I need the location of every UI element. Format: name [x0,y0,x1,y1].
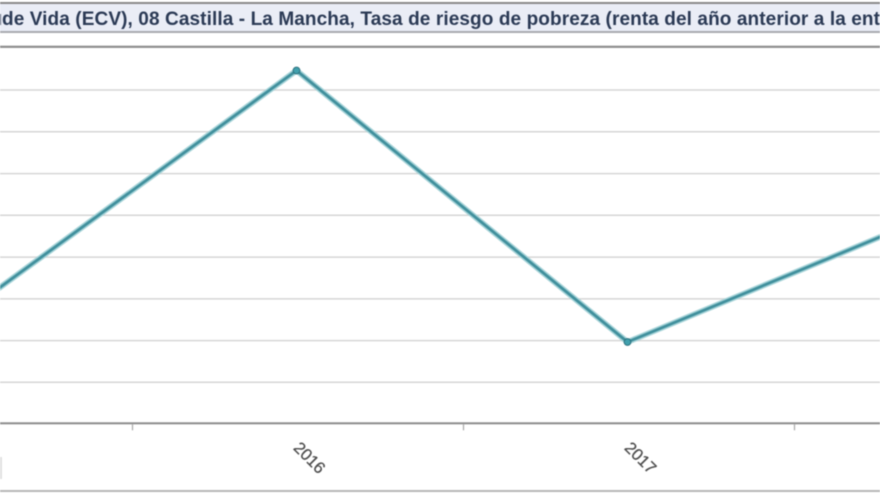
svg-text:2017: 2017 [621,439,660,478]
svg-text:2016: 2016 [290,439,329,478]
